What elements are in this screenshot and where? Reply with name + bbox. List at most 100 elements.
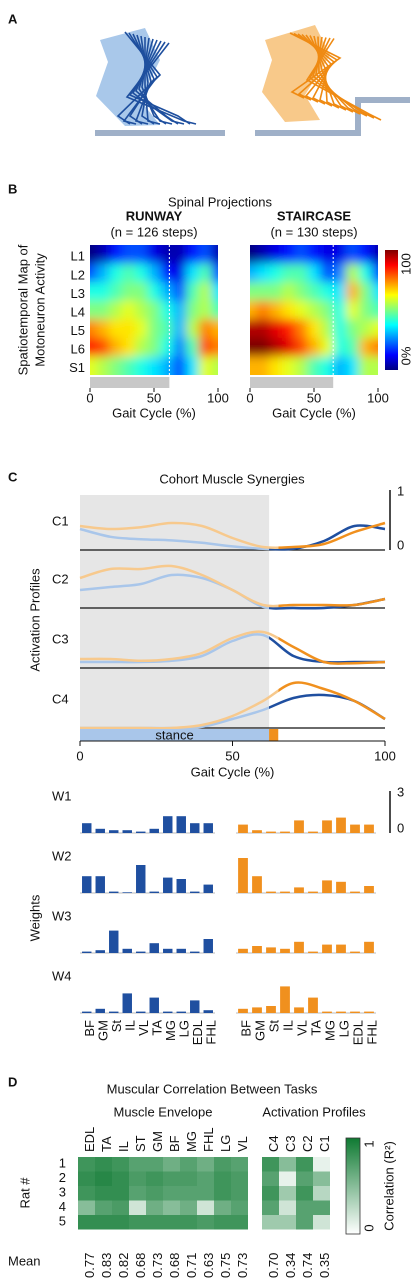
matrix-cell xyxy=(279,1200,296,1215)
heatmap-cell xyxy=(256,282,271,302)
matrix-cell xyxy=(231,1171,248,1186)
row-label: 1 xyxy=(59,1156,66,1171)
matrix-cell xyxy=(180,1186,197,1201)
bar xyxy=(322,820,332,833)
bar xyxy=(109,930,119,953)
matrix-cell xyxy=(112,1215,129,1230)
row-label: W1 xyxy=(52,788,72,803)
heatmap-cell xyxy=(294,245,309,265)
matrix-cell xyxy=(180,1157,197,1172)
heatmap-cell xyxy=(282,245,296,265)
heatmap-cell xyxy=(358,282,373,302)
bar xyxy=(176,879,186,893)
heatmap-cell xyxy=(320,356,335,375)
matrix-cell xyxy=(296,1215,313,1230)
heatmap-cell xyxy=(109,300,123,321)
illustration xyxy=(116,31,382,125)
matrix-cell xyxy=(313,1171,330,1186)
heatmap-cell xyxy=(371,282,378,302)
series-name: STAIRCASE xyxy=(277,208,351,223)
mean-value: 0.73 xyxy=(235,1253,250,1278)
bar xyxy=(203,939,213,953)
heatmap-cell xyxy=(109,263,123,284)
heatmap-cell xyxy=(90,300,98,321)
bar xyxy=(95,1008,105,1013)
heatmap-cell xyxy=(134,245,149,265)
heatmap-cell xyxy=(122,282,136,302)
row-label: 4 xyxy=(59,1199,66,1214)
mean-value: 0.34 xyxy=(283,1253,298,1278)
matrix-cell xyxy=(95,1200,112,1215)
heatmap-cell xyxy=(346,300,360,321)
heatmap-cell xyxy=(173,337,187,358)
heatmap-cell xyxy=(358,245,373,265)
matrix-cell xyxy=(262,1200,279,1215)
bar xyxy=(294,820,304,833)
heatmap-cell xyxy=(333,356,347,375)
heatmap-cell xyxy=(211,245,218,265)
x-tick-label: 100 xyxy=(207,390,229,405)
column-label: BF xyxy=(167,1135,182,1152)
subtitle: (n = 130 steps) xyxy=(270,224,357,239)
heatmap-cell xyxy=(96,282,111,302)
row-label: W2 xyxy=(52,848,72,863)
matrix-cell xyxy=(163,1215,180,1230)
bar xyxy=(95,828,105,833)
category-label: LG xyxy=(336,1020,351,1037)
x-axis-label: Gait Cycle (%) xyxy=(112,405,196,420)
bar xyxy=(109,830,119,833)
illustration-stroke xyxy=(305,38,382,121)
mean-value: 0.63 xyxy=(201,1253,216,1278)
heatmap-cell xyxy=(134,356,149,375)
heatmap-cell xyxy=(307,263,322,284)
heatmap-cell xyxy=(269,282,283,302)
heatmap-cell xyxy=(211,337,218,358)
bar xyxy=(350,1011,360,1013)
heatmap-cell xyxy=(250,245,258,265)
heatmap-cell xyxy=(307,300,322,321)
heatmap-cell xyxy=(371,263,378,284)
matrix-cell xyxy=(313,1186,330,1201)
heatmap-cell xyxy=(269,300,283,321)
column-label: ST xyxy=(133,1135,148,1152)
matrix-cell xyxy=(129,1157,146,1172)
scale-label: 0 xyxy=(397,537,404,552)
bar xyxy=(252,830,262,833)
column-label: LG xyxy=(218,1135,233,1152)
matrix-cell xyxy=(146,1157,163,1172)
y-axis-label: Rat # xyxy=(17,1177,32,1209)
synergy-line xyxy=(79,564,386,608)
heatmap-cell xyxy=(173,300,187,321)
matrix-cell xyxy=(197,1157,214,1172)
category-label: BF xyxy=(238,1020,253,1037)
column-label: C3 xyxy=(283,1135,298,1152)
category-label: MG xyxy=(322,1020,337,1041)
column-label: GM xyxy=(150,1131,165,1152)
matrix-cell xyxy=(231,1157,248,1172)
heatmap-cell xyxy=(147,263,162,284)
column-label: VL xyxy=(235,1136,250,1152)
matrix-cell xyxy=(129,1200,146,1215)
bar xyxy=(122,830,132,833)
heatmap-cell xyxy=(320,319,335,339)
bar xyxy=(82,951,92,953)
bar xyxy=(203,823,213,833)
bar xyxy=(82,823,92,833)
heatmap-cell xyxy=(320,300,335,321)
bar xyxy=(238,824,248,833)
heatmap-cell xyxy=(96,337,111,358)
heatmap-cell xyxy=(346,263,360,284)
heatmap-cell xyxy=(269,263,283,284)
matrix-cell xyxy=(78,1157,95,1172)
bar xyxy=(238,1008,248,1013)
heatmap-cell xyxy=(96,245,111,265)
bar xyxy=(122,993,132,1013)
heatmap-cell xyxy=(333,263,347,284)
heatmap-cells xyxy=(90,245,218,375)
heatmap-cell xyxy=(333,300,347,321)
row-label: L3 xyxy=(71,286,85,301)
category-label: VL xyxy=(136,1020,151,1036)
bar xyxy=(294,1007,304,1013)
heatmap-cell xyxy=(147,319,162,339)
